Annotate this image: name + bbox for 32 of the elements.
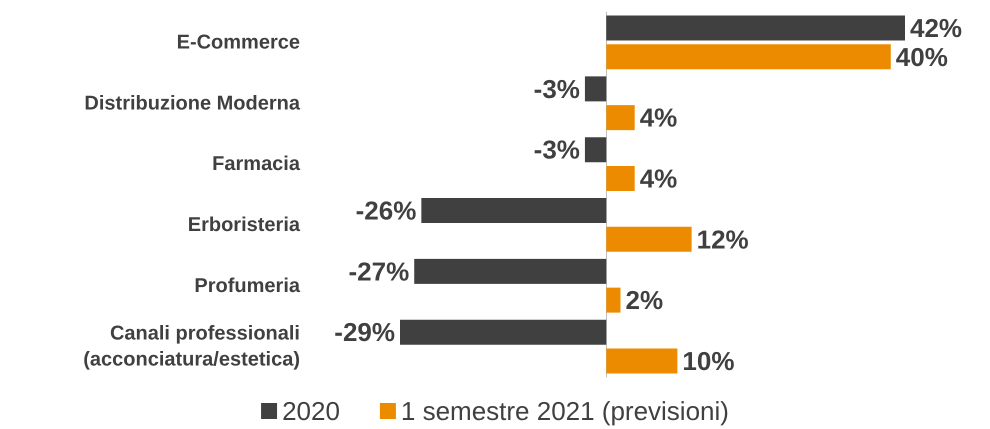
- y-tick-label: E-Commerce: [176, 31, 300, 54]
- y-tick-label: Profumeria: [194, 274, 301, 297]
- bar: [606, 166, 635, 191]
- legend-label: 1 semestre 2021 (previsioni): [400, 396, 729, 426]
- bar: [606, 44, 891, 70]
- data-label: 10%: [682, 346, 734, 376]
- data-label: 40%: [896, 42, 948, 72]
- data-label: 12%: [696, 224, 749, 254]
- data-label: 4%: [640, 102, 678, 133]
- bar: [400, 320, 606, 345]
- data-label: -27%: [348, 256, 410, 286]
- y-tick-label: Farmacia: [212, 153, 301, 176]
- bar: [606, 288, 620, 313]
- bar: [414, 258, 606, 284]
- data-label: -26%: [356, 196, 416, 226]
- data-label: 42%: [910, 13, 962, 44]
- bar: [606, 348, 678, 374]
- legend-label: 2020: [282, 396, 340, 426]
- y-tick-label: Distribuzione Moderna: [84, 92, 301, 114]
- y-tick-label: Erboristeria: [188, 214, 301, 236]
- bar: [606, 226, 692, 252]
- data-label: 2%: [625, 285, 664, 316]
- y-tick-label: Canali professionali (acconciatura/estetica): [83, 322, 300, 371]
- data-label: -3%: [534, 134, 580, 165]
- bar: [606, 105, 635, 130]
- bar: [421, 198, 606, 224]
- data-label: 4%: [640, 163, 678, 194]
- data-label: -3%: [534, 74, 580, 104]
- bar: [584, 137, 606, 162]
- bar: [584, 76, 606, 102]
- bar: [606, 16, 905, 41]
- data-label: -29%: [334, 317, 395, 348]
